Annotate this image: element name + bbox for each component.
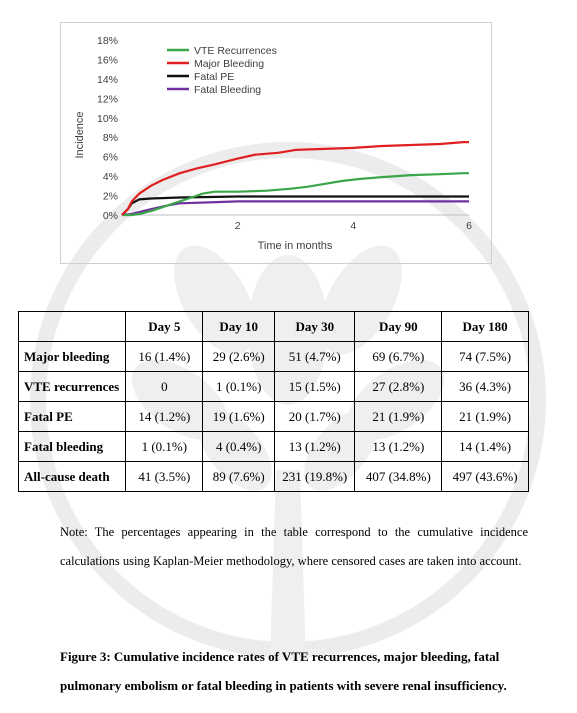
- series-lines: [121, 141, 469, 217]
- y-axis-title: Incidence: [74, 111, 86, 158]
- y-tick-label: 8%: [103, 132, 118, 144]
- table-cell: 497 (43.6%): [441, 461, 529, 492]
- header-cell: Day 90: [354, 311, 443, 342]
- y-tick-label: 0%: [103, 210, 118, 222]
- table-cell: 89 (7.6%): [202, 461, 276, 492]
- y-tick-label: 10%: [97, 113, 118, 125]
- header-cell: Day 180: [441, 311, 529, 342]
- table-cell: 20 (1.7%): [274, 401, 356, 432]
- series-line-vte-recurrences: [122, 172, 469, 217]
- table-cell: 1 (0.1%): [202, 371, 276, 402]
- legend-label: VTE Recurrences: [194, 45, 277, 57]
- y-tick-label: 18%: [97, 35, 118, 47]
- y-axis-ticks: 0% 2% 4% 6% 8% 10% 12% 14% 16% 18%: [97, 35, 118, 222]
- x-axis-title: Time in months: [258, 240, 333, 252]
- series-line-major-bleeding: [121, 141, 469, 216]
- table-cell: 14 (1.2%): [125, 401, 204, 432]
- table-cell: 14 (1.4%): [441, 431, 529, 462]
- table-cell: 36 (4.3%): [441, 371, 529, 402]
- table-cell: 27 (2.8%): [354, 371, 443, 402]
- x-tick-label: 4: [350, 220, 356, 232]
- line-chart: 0% 2% 4% 6% 8% 10% 12% 14% 16% 18% 2 4 6 VTE Recurr…: [74, 35, 472, 252]
- x-axis-ticks: 2 4 6: [235, 220, 472, 232]
- header-cell: [17, 311, 127, 342]
- y-tick-label: 6%: [103, 152, 118, 164]
- table-cell: 16 (1.4%): [125, 341, 204, 372]
- table-cell: 41 (3.5%): [125, 461, 204, 492]
- table-cell: 0: [125, 371, 204, 402]
- table-cell: 1 (0.1%): [125, 431, 204, 462]
- y-tick-label: 12%: [97, 93, 118, 105]
- y-tick-label: 4%: [103, 171, 118, 183]
- legend-label: Major Bleeding: [194, 58, 264, 70]
- x-tick-label: 2: [235, 220, 241, 232]
- y-tick-label: 14%: [97, 74, 118, 86]
- legend-label: Fatal Bleeding: [194, 84, 261, 96]
- table-row: Fatal PE 14 (1.2%) 19 (1.6%) 20 (1.7%) 2…: [17, 401, 529, 432]
- table-cell: 13 (1.2%): [354, 431, 443, 462]
- table-cell: 15 (1.5%): [274, 371, 356, 402]
- x-tick-label: 6: [466, 220, 472, 232]
- chart-container: 0% 2% 4% 6% 8% 10% 12% 14% 16% 18% 2 4 6 VTE Recurr…: [60, 22, 492, 264]
- table-cell: 19 (1.6%): [202, 401, 276, 432]
- table-cell: 13 (1.2%): [274, 431, 356, 462]
- y-tick-label: 16%: [97, 54, 118, 66]
- row-label: All-cause death: [17, 461, 127, 492]
- table-cell: 21 (1.9%): [354, 401, 443, 432]
- row-label: Fatal bleeding: [17, 431, 127, 462]
- incidence-table: Day 5 Day 10 Day 30 Day 90 Day 180 Major…: [17, 311, 529, 492]
- table-row: VTE recurrences 0 1 (0.1%) 15 (1.5%) 27 …: [17, 371, 529, 402]
- table-cell: 407 (34.8%): [354, 461, 443, 492]
- table-cell: 51 (4.7%): [274, 341, 356, 372]
- row-label: Major bleeding: [17, 341, 127, 372]
- table-cell: 231 (19.8%): [274, 461, 356, 492]
- table-cell: 69 (6.7%): [354, 341, 443, 372]
- table-row: Fatal bleeding 1 (0.1%) 4 (0.4%) 13 (1.2…: [17, 431, 529, 462]
- header-cell: Day 10: [202, 311, 276, 342]
- table-row: All-cause death 41 (3.5%) 89 (7.6%) 231 …: [17, 461, 529, 492]
- table-header-row: Day 5 Day 10 Day 30 Day 90 Day 180: [17, 311, 529, 342]
- header-cell: Day 5: [125, 311, 204, 342]
- header-cell: Day 30: [274, 311, 356, 342]
- row-label: Fatal PE: [17, 401, 127, 432]
- table-cell: 29 (2.6%): [202, 341, 276, 372]
- table-cell: 21 (1.9%): [441, 401, 529, 432]
- table-cell: 74 (7.5%): [441, 341, 529, 372]
- legend-label: Fatal PE: [194, 71, 234, 83]
- figure-caption: Figure 3: Cumulative incidence rates of …: [60, 649, 507, 693]
- series-line-fatal-pe: [121, 195, 469, 216]
- y-tick-label: 2%: [103, 191, 118, 203]
- row-label: VTE recurrences: [17, 371, 127, 402]
- table-cell: 4 (0.4%): [202, 431, 276, 462]
- table-row: Major bleeding 16 (1.4%) 29 (2.6%) 51 (4…: [17, 341, 529, 372]
- table-note: Note: The percentages appearing in the t…: [60, 525, 528, 568]
